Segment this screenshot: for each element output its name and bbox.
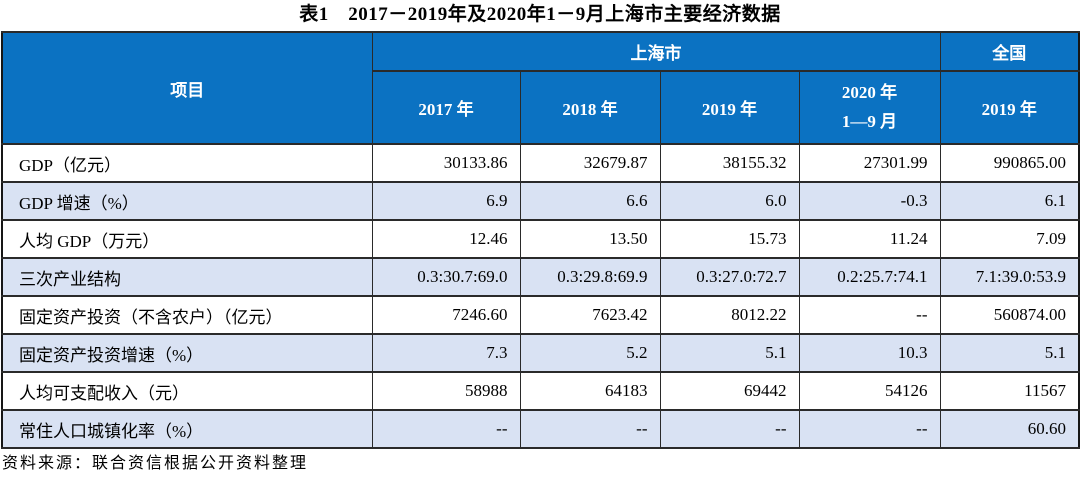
source-note: 资料来源：联合资信根据公开资料整理 [2,455,309,472]
cell-value: 12.46 [371,219,521,259]
cell-value: 10.3 [798,333,941,373]
col-group-national: 全国 [939,31,1080,72]
table-row-gdp-growth: GDP 增速（%） 6.9 6.6 6.0 -0.3 6.1 [1,181,1080,221]
cell-value: 6.0 [659,181,800,221]
cell-value: -0.3 [798,181,941,221]
cell-value: 5.2 [519,333,661,373]
cell-value: 38155.32 [659,143,800,183]
table-row-fixed-asset-investment: 固定资产投资（不含农户）（亿元） 7246.60 7623.42 8012.22… [1,295,1080,335]
col-header-2017: 2017 年 [371,70,521,145]
cell-value: 7.3 [371,333,521,373]
table-title: 表1 2017－2019年及2020年1－9月上海市主要经济数据 [299,4,781,25]
col-header-2020-jan-sep: 2020 年 1—9 月 [798,70,941,145]
cell-value: 8012.22 [659,295,800,335]
cell-value: 32679.87 [519,143,661,183]
cell-value: 6.1 [939,181,1080,221]
table-row-industry-structure: 三次产业结构 0.3:30.7:69.0 0.3:29.8:69.9 0.3:2… [1,257,1080,297]
col-header-2019: 2019 年 [659,70,800,145]
col-group-shanghai: 上海市 [371,31,941,72]
table-row-disposable-income: 人均可支配收入（元） 58988 64183 69442 54126 11567 [1,371,1080,411]
row-label: 常住人口城镇化率（%） [1,409,373,449]
cell-value: 58988 [371,371,521,411]
cell-value: 7623.42 [519,295,661,335]
cell-value: 5.1 [939,333,1080,373]
row-label: GDP 增速（%） [1,181,373,221]
table-header: 项目 上海市 全国 2017 年 2018 年 2019 年 2020 年 1—… [1,31,1080,145]
cell-value: 0.3:27.0:72.7 [659,257,800,297]
cell-value: 5.1 [659,333,800,373]
table-row-fixed-asset-investment-growth: 固定资产投资增速（%） 7.3 5.2 5.1 10.3 5.1 [1,333,1080,373]
header-row-years: 2017 年 2018 年 2019 年 2020 年 1—9 月 2019 年 [2,70,1080,145]
cell-value: 54126 [798,371,941,411]
row-label: 固定资产投资增速（%） [1,333,373,373]
cell-value: 560874.00 [939,295,1080,335]
row-label: 人均 GDP（万元） [1,219,373,259]
economic-data-table: 项目 上海市 全国 2017 年 2018 年 2019 年 2020 年 1—… [1,31,1080,449]
col-header-national-2019: 2019 年 [939,70,1080,145]
cell-value: 990865.00 [939,143,1080,183]
cell-value: 11.24 [798,219,941,259]
table-row-gdp-per-capita: 人均 GDP（万元） 12.46 13.50 15.73 11.24 7.09 [1,219,1080,259]
col-header-item: 项目 [1,31,373,145]
row-label: 人均可支配收入（元） [1,371,373,411]
cell-value: 15.73 [659,219,800,259]
cell-value: 0.3:30.7:69.0 [371,257,521,297]
table-body: GDP（亿元） 30133.86 32679.87 38155.32 27301… [1,143,1080,449]
cell-value: -- [519,409,661,449]
cell-value: -- [798,409,941,449]
cell-value: 69442 [659,371,800,411]
cell-value: 64183 [519,371,661,411]
cell-value: 30133.86 [371,143,521,183]
cell-value: -- [798,295,941,335]
cell-value: 6.6 [519,181,661,221]
cell-value: 11567 [939,371,1080,411]
cell-value: 7246.60 [371,295,521,335]
cell-value: 0.3:29.8:69.9 [519,257,661,297]
row-label: 固定资产投资（不含农户）（亿元） [1,295,373,335]
table-row-urbanization-rate: 常住人口城镇化率（%） -- -- -- -- 60.60 [1,409,1080,449]
cell-value: -- [371,409,521,449]
cell-value: 60.60 [939,409,1080,449]
header-row-groups: 项目 上海市 全国 [1,31,1080,145]
col-header-2018: 2018 年 [519,70,661,145]
cell-value: 7.1:39.0:53.9 [939,257,1080,297]
cell-value: 6.9 [371,181,521,221]
cell-value: 27301.99 [798,143,941,183]
cell-value: 7.09 [939,219,1080,259]
table-row-gdp: GDP（亿元） 30133.86 32679.87 38155.32 27301… [1,143,1080,183]
row-label: GDP（亿元） [1,143,373,183]
cell-value: -- [659,409,800,449]
row-label: 三次产业结构 [1,257,373,297]
cell-value: 13.50 [519,219,661,259]
cell-value: 0.2:25.7:74.1 [798,257,941,297]
